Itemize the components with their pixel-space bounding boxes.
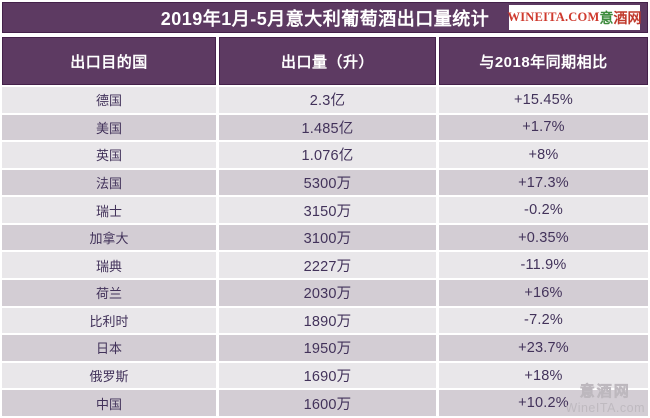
table-row: 中国 1600万 +10.2%: [2, 390, 648, 416]
country-cell: 法国: [2, 169, 216, 196]
change-cell: +17.3%: [439, 169, 648, 196]
title-bar: 2019年1月-5月意大利葡萄酒出口量统计 WINEITA.COM 意酒网: [2, 2, 648, 33]
country-cell: 日本: [2, 335, 216, 361]
table-row: 加拿大 3100万 +0.35%: [2, 224, 648, 251]
country-cell: 英国: [2, 142, 216, 168]
logo-cn-red-text: 酒网: [613, 9, 642, 26]
volume-cell: 1690万: [219, 362, 436, 389]
table-header-row: 出口目的国 出口量（升） 与2018年同期相比: [2, 37, 648, 85]
table-row: 瑞典 2227万 -11.9%: [2, 252, 648, 279]
table-row: 美国 1.485亿 +1.7%: [2, 114, 648, 141]
change-cell: +10.2%: [439, 390, 648, 416]
volume-cell: 1.485亿: [219, 114, 436, 141]
table-row: 英国 1.076亿 +8%: [2, 142, 648, 168]
change-cell: -11.9%: [439, 252, 648, 279]
country-cell: 瑞士: [2, 197, 216, 223]
country-cell: 俄罗斯: [2, 362, 216, 389]
change-cell: +15.45%: [439, 87, 648, 113]
volume-cell: 1890万: [219, 307, 436, 334]
table-row: 荷兰 2030万 +16%: [2, 280, 648, 306]
table-row: 日本 1950万 +23.7%: [2, 335, 648, 361]
logo-latin-text: WINEITA.COM: [507, 10, 600, 24]
change-cell: +23.7%: [439, 335, 648, 361]
volume-cell: 5300万: [219, 169, 436, 196]
wineita-logo: WINEITA.COM 意酒网: [507, 5, 642, 30]
page-title: 2019年1月-5月意大利葡萄酒出口量统计: [160, 8, 490, 29]
country-cell: 荷兰: [2, 280, 216, 306]
volume-cell: 2227万: [219, 252, 436, 279]
volume-cell: 1.076亿: [219, 142, 436, 168]
header-change-vs-2018: 与2018年同期相比: [439, 37, 648, 85]
volume-cell: 1950万: [219, 335, 436, 361]
country-cell: 中国: [2, 390, 216, 416]
export-table: 出口目的国 出口量（升） 与2018年同期相比 德国 2.3亿 +15.45% 美国 1…: [2, 37, 648, 416]
change-cell: +8%: [439, 142, 648, 168]
country-cell: 加拿大: [2, 224, 216, 251]
change-cell: -0.2%: [439, 197, 648, 223]
volume-cell: 3150万: [219, 197, 436, 223]
table-row: 瑞士 3150万 -0.2%: [2, 197, 648, 223]
volume-cell: 2.3亿: [219, 87, 436, 113]
table-row: 俄罗斯 1690万 +18%: [2, 362, 648, 389]
table-row: 法国 5300万 +17.3%: [2, 169, 648, 196]
country-cell: 德国: [2, 87, 216, 113]
volume-cell: 2030万: [219, 280, 436, 306]
table-row: 德国 2.3亿 +15.45%: [2, 87, 648, 113]
change-cell: +0.35%: [439, 224, 648, 251]
country-cell: 美国: [2, 114, 216, 141]
country-cell: 比利时: [2, 307, 216, 334]
header-destination-country: 出口目的国: [2, 37, 216, 85]
change-cell: +1.7%: [439, 114, 648, 141]
change-cell: +16%: [439, 280, 648, 306]
country-cell: 瑞典: [2, 252, 216, 279]
header-export-volume: 出口量（升）: [219, 37, 436, 85]
table-row: 比利时 1890万 -7.2%: [2, 307, 648, 334]
volume-cell: 3100万: [219, 224, 436, 251]
change-cell: -7.2%: [439, 307, 648, 334]
change-cell: +18%: [439, 362, 648, 389]
volume-cell: 1600万: [219, 390, 436, 416]
logo-cn-green-text: 意: [599, 9, 614, 26]
